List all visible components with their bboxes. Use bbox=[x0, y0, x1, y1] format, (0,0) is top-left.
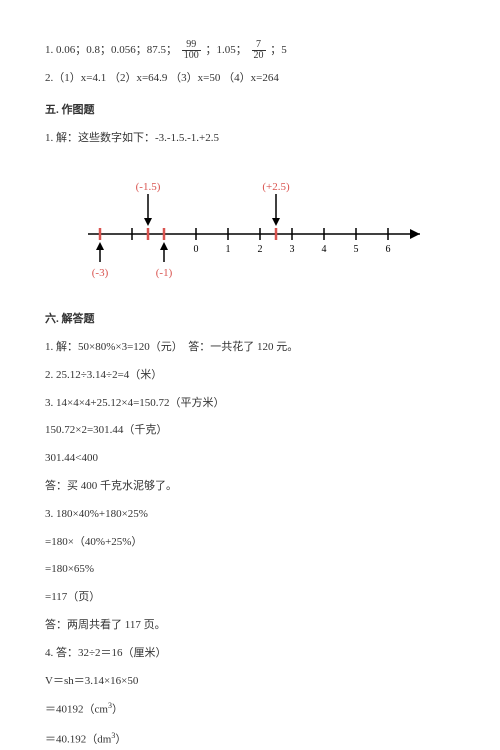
cm3-suf: ） bbox=[112, 704, 123, 716]
sec6-line: 答：两周共看了 117 页。 bbox=[45, 616, 455, 636]
svg-text:5: 5 bbox=[354, 244, 359, 255]
section-6-title: 六. 解答题 bbox=[45, 310, 455, 330]
sec6-line: =117（页） bbox=[45, 588, 455, 608]
dm3-pre: ＝40.192（dm bbox=[45, 733, 111, 745]
number-line-svg: 0 1 2 3 4 5 6 (-1.5) (+2.5) (-3) (-1) bbox=[70, 164, 430, 284]
svg-text:(-1.5): (-1.5) bbox=[136, 181, 161, 193]
sec6-line: 1. 解：50×80%×3=120（元） 答：一共花了 120 元。 bbox=[45, 338, 455, 358]
q1-line: 1. 0.06；0.8；0.056；87.5； 99 100 ；1.05； 7 … bbox=[45, 40, 455, 61]
q1-frac1: 99 100 bbox=[182, 40, 201, 61]
q1-frac2: 7 20 bbox=[252, 40, 266, 61]
number-line-diagram: 0 1 2 3 4 5 6 (-1.5) (+2.5) (-3) (-1) bbox=[45, 164, 455, 292]
sec6-dm3: ＝40.192（dm3） bbox=[45, 729, 455, 750]
svg-text:(+2.5): (+2.5) bbox=[262, 181, 290, 193]
sec6-block: 1. 解：50×80%×3=120（元） 答：一共花了 120 元。 2. 25.… bbox=[45, 338, 455, 691]
sec6-line: 301.44<400 bbox=[45, 449, 455, 469]
sec6-line: =180×65% bbox=[45, 560, 455, 580]
q1-prefix: 1. 0.06；0.8；0.056；87.5； bbox=[45, 44, 177, 56]
sec6-line: 2. 25.12÷3.14÷2=4（米） bbox=[45, 366, 455, 386]
svg-text:2: 2 bbox=[258, 244, 263, 255]
sec6-cm3: ＝40192（cm3） bbox=[45, 699, 455, 720]
svg-text:(-1): (-1) bbox=[156, 267, 173, 279]
sec6-line: 答：买 400 千克水泥够了。 bbox=[45, 477, 455, 497]
q1-mid: ；1.05； bbox=[206, 44, 247, 56]
sec6-line: 3. 14×4×4+25.12×4=150.72（平方米） bbox=[45, 394, 455, 414]
sec6-line: V＝sh＝3.14×16×50 bbox=[45, 672, 455, 692]
svg-text:(-3): (-3) bbox=[92, 267, 109, 279]
svg-text:1: 1 bbox=[226, 244, 231, 255]
q1-suffix: ；5 bbox=[270, 44, 287, 56]
q2-line: 2.（1）x=4.1 （2）x=64.9 （3）x=50 （4）x=264 bbox=[45, 69, 455, 89]
svg-text:0: 0 bbox=[194, 244, 199, 255]
frac-den: 20 bbox=[252, 51, 266, 61]
cm3-pre: ＝40192（cm bbox=[45, 704, 108, 716]
svg-text:6: 6 bbox=[386, 244, 391, 255]
sec6-line: 150.72×2=301.44（千克） bbox=[45, 421, 455, 441]
svg-text:3: 3 bbox=[290, 244, 295, 255]
frac-den: 100 bbox=[182, 51, 201, 61]
section-5-title: 五. 作图题 bbox=[45, 101, 455, 121]
sec6-line: 3. 180×40%+180×25% bbox=[45, 505, 455, 525]
sec6-line: =180×（40%+25%） bbox=[45, 533, 455, 553]
sec6-line: 4. 答：32÷2＝16（厘米） bbox=[45, 644, 455, 664]
svg-text:4: 4 bbox=[322, 244, 327, 255]
dm3-suf: ） bbox=[115, 733, 126, 745]
sec5-desc: 1. 解：这些数字如下：-3.-1.5.-1.+2.5 bbox=[45, 129, 455, 149]
